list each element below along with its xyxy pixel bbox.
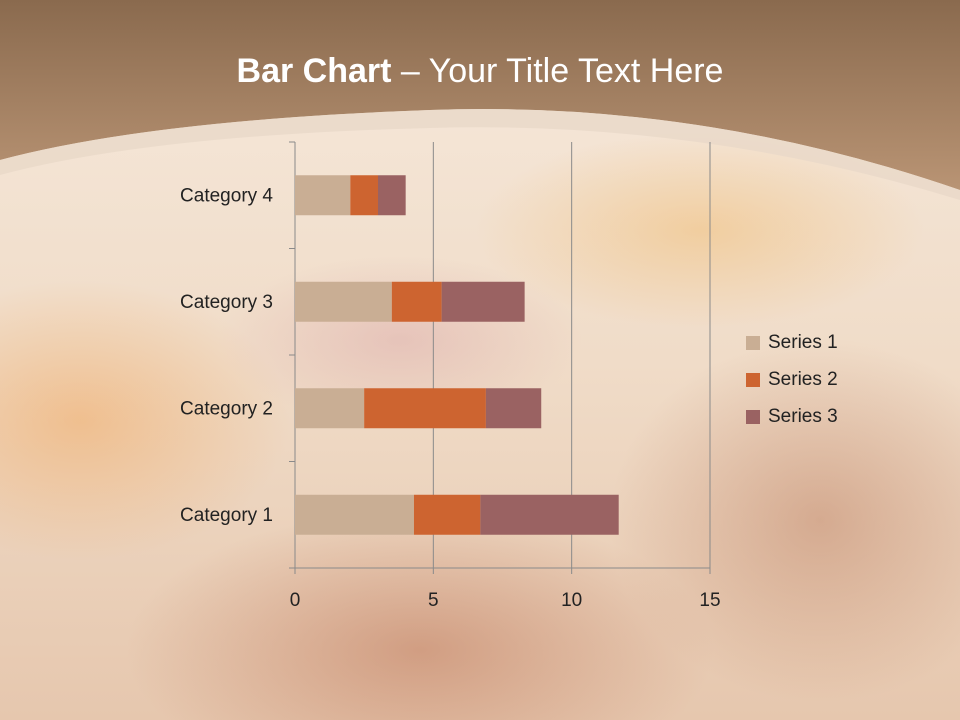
bar-series-2 [391, 281, 442, 322]
legend-item: Series 2 [746, 361, 838, 398]
legend-item: Series 1 [746, 324, 838, 361]
bar-series-1 [295, 388, 365, 429]
title-bold: Bar Chart [236, 52, 392, 90]
bar-series-1 [295, 175, 351, 216]
header-band [0, 0, 960, 200]
legend: Series 1 Series 2 Series 3 [746, 324, 838, 435]
bar-series-2 [364, 388, 486, 429]
legend-swatch [746, 372, 760, 387]
legend-label: Series 2 [768, 368, 838, 390]
bar-series-3 [480, 494, 619, 535]
x-tick-label: 10 [561, 590, 582, 611]
x-tick-label: 15 [699, 590, 720, 611]
bar-series-2 [413, 494, 481, 535]
legend-swatch [746, 335, 760, 350]
legend-item: Series 3 [746, 398, 838, 435]
category-label: Category 3 [180, 292, 273, 313]
bar-series-2 [350, 175, 378, 216]
x-tick-label: 0 [290, 590, 301, 611]
title-rest: – Your Title Text Here [391, 52, 724, 90]
x-tick-label: 5 [428, 590, 439, 611]
legend-swatch [746, 409, 760, 424]
bar-series-3 [485, 388, 542, 429]
bar-series-1 [295, 494, 414, 535]
bar-series-3 [378, 175, 406, 216]
bar-series-3 [441, 281, 525, 322]
category-label: Category 2 [180, 398, 273, 419]
category-label: Category 4 [180, 185, 273, 206]
bar-series-1 [295, 281, 392, 322]
legend-label: Series 1 [768, 331, 838, 353]
slide-title: Bar Chart – Your Title Text Here [0, 52, 960, 91]
legend-label: Series 3 [768, 405, 838, 427]
category-label: Category 1 [180, 505, 273, 526]
